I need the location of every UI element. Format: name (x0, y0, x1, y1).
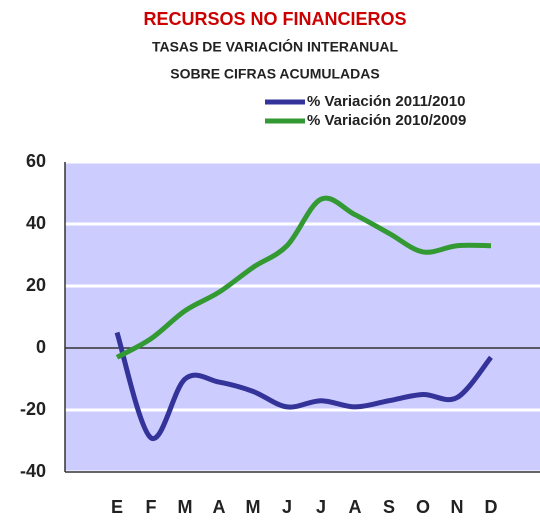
x-tick-label: N (451, 497, 464, 517)
x-tick-label: O (416, 497, 430, 517)
x-tick-label: F (146, 497, 157, 517)
legend-label: % Variación 2011/2010 (307, 93, 465, 110)
x-tick-label: A (349, 497, 362, 517)
chart-subtitle: SOBRE CIFRAS ACUMULADAS (170, 66, 379, 82)
x-tick-label: D (485, 497, 498, 517)
x-tick-label: J (316, 497, 326, 517)
legend-label: % Variación 2010/2009 (307, 112, 466, 129)
chart-title: RECURSOS NO FINANCIEROS (143, 9, 406, 29)
y-tick-label: 0 (36, 337, 46, 357)
line-series (115, 195, 492, 360)
y-tick-label: 60 (26, 151, 46, 171)
y-tick-label: 20 (26, 275, 46, 295)
x-tick-label: A (213, 497, 226, 517)
plot-area (65, 162, 540, 472)
y-tick-label: -40 (20, 461, 46, 481)
x-tick-label: S (383, 497, 395, 517)
x-tick-label: M (178, 497, 193, 517)
x-tick-label: E (111, 497, 123, 517)
y-tick-label: 40 (26, 213, 46, 233)
line-series (114, 331, 493, 441)
y-tick-label: -20 (20, 399, 46, 419)
x-tick-label: J (282, 497, 292, 517)
x-tick-label: M (246, 497, 261, 517)
chart-subtitle: TASAS DE VARIACIÓN INTERANUAL (152, 38, 398, 55)
